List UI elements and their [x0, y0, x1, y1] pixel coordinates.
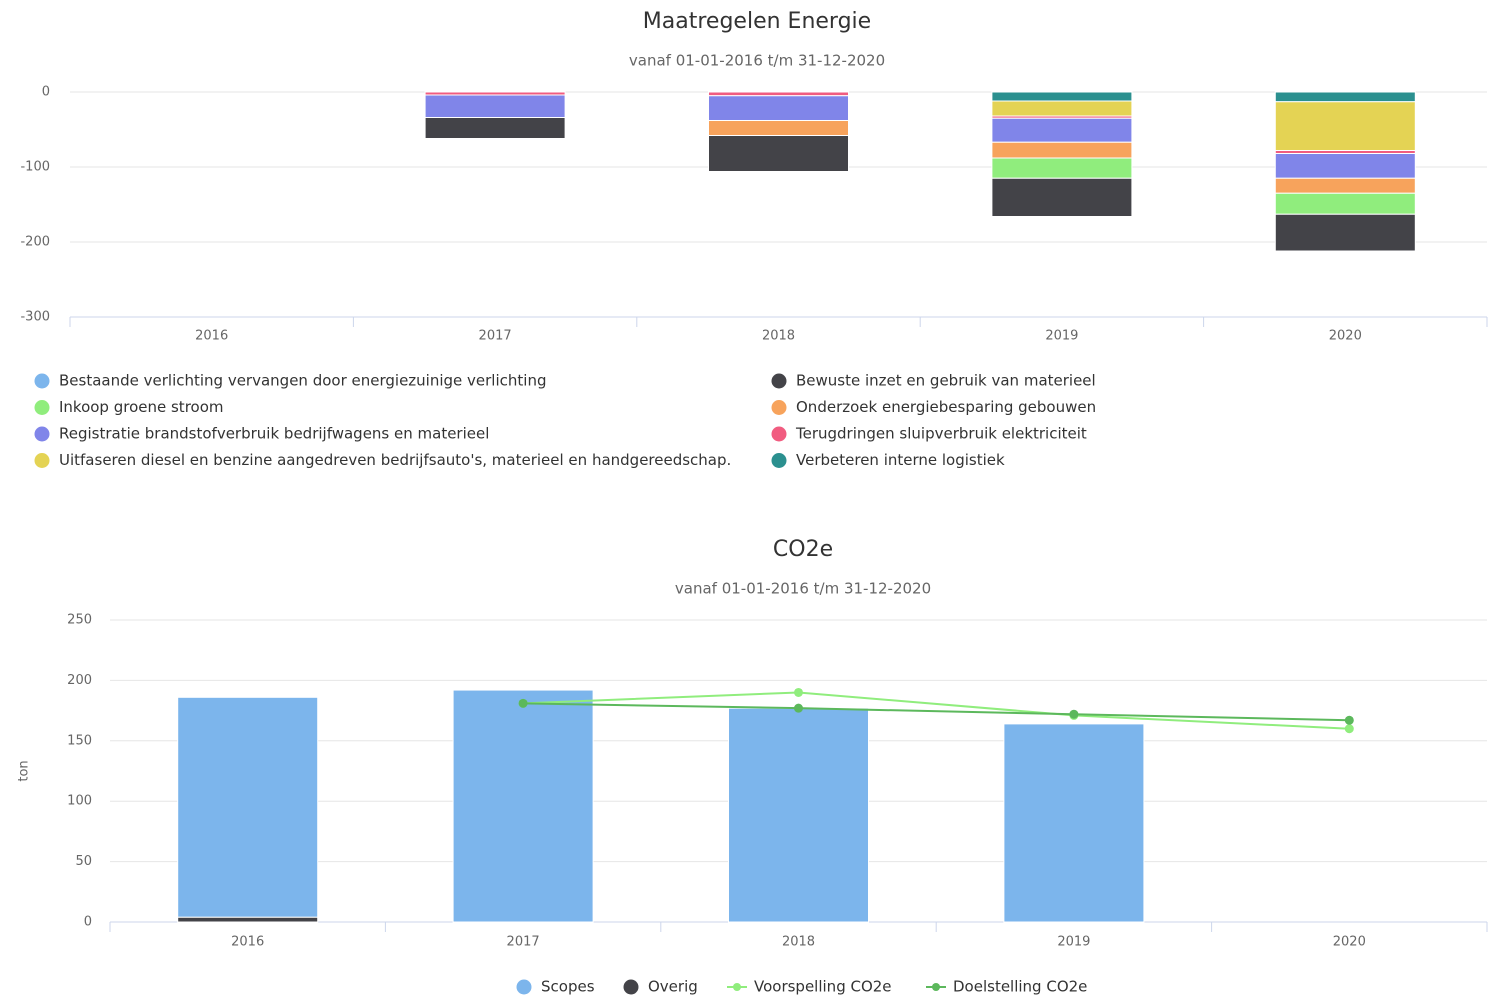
legend-symbol [771, 400, 787, 415]
x-tick-label: 2020 [1329, 329, 1362, 344]
bar-segment [424, 94, 566, 118]
legend-label: Bewuste inzet en gebruik van materieel [796, 372, 1096, 390]
x-tick-label: 2017 [479, 329, 512, 344]
legend-symbol [34, 426, 50, 442]
legend-symbol [623, 979, 639, 995]
legend-label: Voorspelling CO2e [754, 978, 892, 995]
legend-label: Bestaande verlichting vervangen door ene… [59, 372, 546, 390]
y-tick-label: 0 [84, 915, 92, 930]
bar-segment [177, 696, 319, 918]
y-tick-label: 100 [67, 794, 92, 809]
point [518, 698, 528, 708]
x-tick-label: 2019 [1057, 935, 1090, 950]
point [1344, 715, 1354, 725]
bar-segment [1274, 153, 1416, 179]
x-tick-label: 2020 [1333, 935, 1366, 950]
chart-subtitle: vanaf 01-01-2016 t/m 31-12-2020 [629, 52, 885, 70]
legend-label: Overig [648, 978, 698, 995]
x-tick-label: 2018 [782, 935, 815, 950]
point [794, 703, 803, 713]
point [1069, 709, 1079, 719]
bar-segment [991, 117, 1133, 143]
x-tick-label: 2018 [762, 329, 795, 344]
y-tick-label: 50 [75, 854, 92, 869]
bar-segment [1274, 192, 1416, 215]
x-tick-label: 2016 [231, 935, 264, 950]
line [523, 691, 1350, 730]
bar-segment [1003, 723, 1145, 923]
legend-label: Terugdringen sluipverbruik elektriciteit [795, 425, 1087, 443]
legend-symbol [516, 979, 532, 995]
bar-segment [991, 157, 1133, 179]
bar-segment [1274, 177, 1416, 194]
y-tick-label: 250 [67, 613, 92, 628]
legend-label: Scopes [541, 978, 595, 995]
bar-segment [991, 141, 1133, 159]
bar-segment [452, 689, 594, 923]
legend-label: Inkoop groene stroom [59, 398, 224, 416]
y-tick-label: -300 [20, 310, 50, 325]
legend-symbol [34, 453, 50, 468]
chart-subtitle: vanaf 01-01-2016 t/m 31-12-2020 [675, 580, 931, 598]
bar-segment [1274, 101, 1416, 151]
point [794, 687, 803, 697]
y-axis-label: ton [17, 760, 32, 781]
legend-label: Doelstelling CO2e [953, 978, 1087, 995]
y-tick-label: -100 [20, 160, 50, 175]
bar-segment [1274, 213, 1416, 252]
bar-segment [177, 916, 319, 923]
y-tick-label: -200 [20, 235, 50, 250]
legend-symbol [34, 400, 50, 415]
y-tick-label: 0 [42, 85, 50, 100]
y-tick-label: 150 [67, 733, 92, 748]
bar-segment [708, 95, 849, 121]
point [1344, 724, 1354, 734]
bar-segment [991, 91, 1133, 102]
chart-title: CO2e [773, 537, 833, 562]
bar-segment [708, 135, 849, 172]
bar-segment [708, 91, 849, 97]
legend-label: Uitfaseren diesel en benzine aangedreven… [59, 451, 731, 469]
x-tick-label: 2017 [507, 935, 540, 950]
bar-segment [991, 100, 1133, 117]
bar-segment [708, 120, 849, 136]
x-tick-label: 2016 [195, 329, 228, 344]
line [523, 702, 1350, 722]
bar-segment [1274, 91, 1416, 103]
bar-segment [991, 177, 1133, 217]
bar-segment [728, 707, 869, 923]
legend-label: Verbeteren interne logistiek [796, 451, 1005, 469]
legend-symbol [733, 983, 741, 991]
legend-symbol [34, 373, 50, 389]
legend-symbol [771, 426, 787, 442]
legend-label: Onderzoek energiebesparing gebouwen [796, 398, 1096, 416]
legend-symbol [932, 983, 940, 991]
x-tick-label: 2019 [1045, 329, 1078, 344]
y-tick-label: 200 [67, 673, 92, 688]
legend-symbol [771, 453, 787, 468]
legend-symbol [771, 373, 787, 389]
legend-label: Registratie brandstofverbruik bedrijfwag… [59, 425, 489, 443]
bar-segment [424, 117, 566, 139]
chart-title: Maatregelen Energie [643, 9, 871, 34]
